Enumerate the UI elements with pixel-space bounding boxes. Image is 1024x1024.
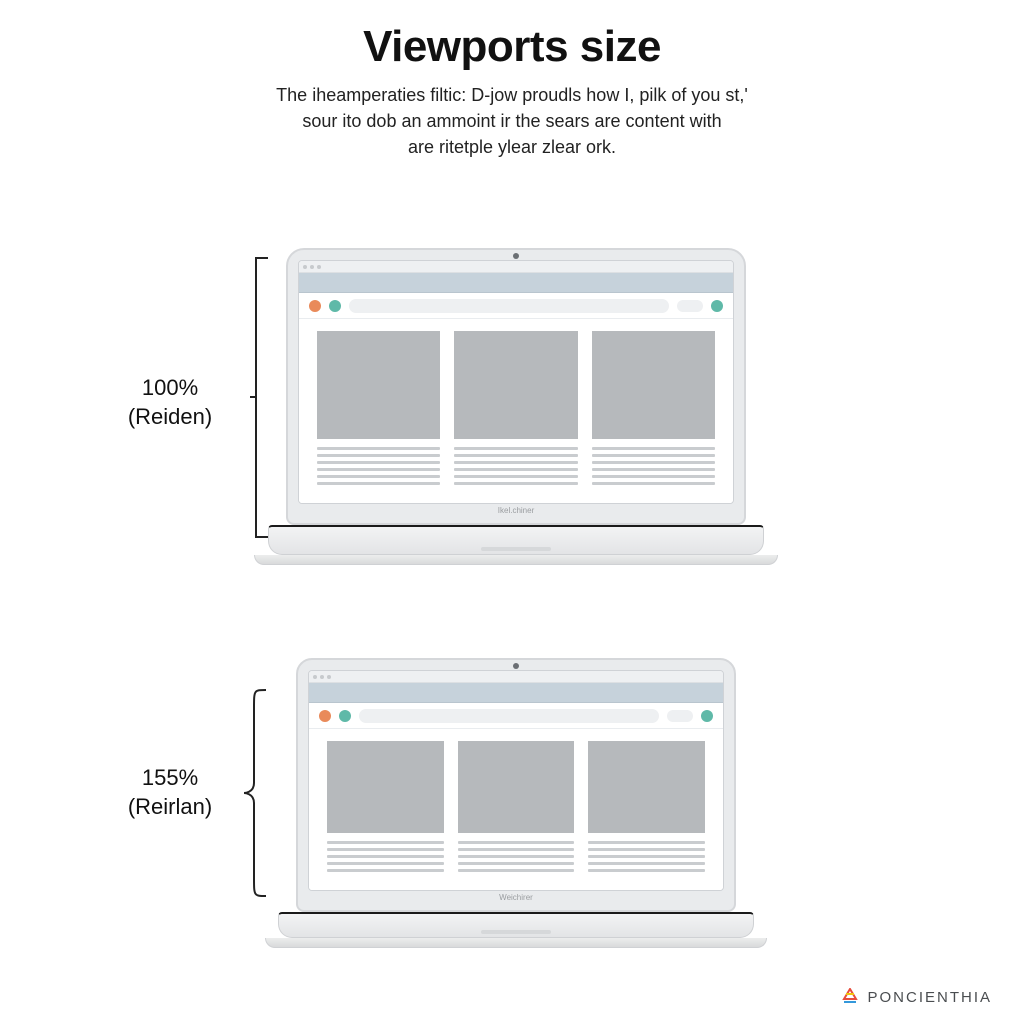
- search-input[interactable]: [359, 709, 659, 723]
- toolbar-dot-icon: [319, 710, 331, 722]
- scale-sublabel: (Reiden): [110, 403, 230, 432]
- laptop-base: [265, 938, 767, 948]
- card-text-lines: [588, 841, 705, 872]
- card-text-lines: [454, 447, 577, 485]
- scale-label: 100% (Reiden): [110, 374, 230, 431]
- laptop-brand-label: Ikel.chiner: [298, 504, 734, 515]
- avatar-icon: [701, 710, 713, 722]
- dimension-bracket-icon: [242, 688, 272, 898]
- laptop-screen: [308, 670, 724, 891]
- window-titlebar: [309, 683, 723, 703]
- avatar-icon: [711, 300, 723, 312]
- dimension-bracket-icon: [248, 256, 274, 538]
- content-card: [592, 331, 715, 489]
- toolbar-pill: [677, 300, 703, 312]
- card-text-lines: [327, 841, 444, 872]
- card-thumbnail: [458, 741, 575, 833]
- os-menubar: [299, 261, 733, 273]
- browser-toolbar: [309, 703, 723, 729]
- scale-label: 155% (Reirlan): [110, 764, 230, 821]
- card-text-lines: [592, 447, 715, 485]
- brand-name: PONCIENTHIA: [867, 989, 992, 1006]
- scale-percent: 155%: [110, 764, 230, 793]
- laptop-lid: Weichirer: [296, 658, 736, 912]
- card-text-lines: [317, 447, 440, 485]
- page-subtitle: The iheamperaties filtic: D-jow proudls …: [152, 82, 872, 160]
- card-thumbnail: [592, 331, 715, 439]
- card-thumbnail: [317, 331, 440, 439]
- footer-brand: PONCIENTHIA: [841, 988, 992, 1006]
- card-thumbnail: [454, 331, 577, 439]
- laptop-base: [254, 555, 778, 565]
- toolbar-dot-icon: [339, 710, 351, 722]
- card-thumbnail: [327, 741, 444, 833]
- browser-toolbar: [299, 293, 733, 319]
- camera-icon: [513, 663, 519, 669]
- os-menubar: [309, 671, 723, 683]
- laptop-mockup: Weichirer: [296, 658, 736, 948]
- toolbar-dot-icon: [329, 300, 341, 312]
- laptop-brand-label: Weichirer: [308, 891, 724, 902]
- laptop-screen: [298, 260, 734, 504]
- content-card: [458, 741, 575, 876]
- laptop-keyboard-deck: [278, 912, 753, 938]
- subtitle-line: The iheamperaties filtic: D-jow proudls …: [276, 85, 748, 105]
- card-thumbnail: [588, 741, 705, 833]
- toolbar-pill: [667, 710, 693, 722]
- page-title: Viewports size: [0, 22, 1024, 72]
- content-card: [317, 331, 440, 489]
- laptop-keyboard-deck: [268, 525, 765, 555]
- toolbar-dot-icon: [309, 300, 321, 312]
- subtitle-line: sour ito dob an ammoint ir the sears are…: [302, 111, 721, 131]
- laptop-mockup: Ikel.chiner: [286, 248, 746, 565]
- content-card: [327, 741, 444, 876]
- camera-icon: [513, 253, 519, 259]
- search-input[interactable]: [349, 299, 669, 313]
- window-titlebar: [299, 273, 733, 293]
- subtitle-line: are ritetple ylear zlear ork.: [408, 137, 616, 157]
- brand-logo-icon: [841, 988, 859, 1006]
- card-text-lines: [458, 841, 575, 872]
- page-content: [309, 729, 723, 890]
- content-card: [454, 331, 577, 489]
- content-card: [588, 741, 705, 876]
- page-content: [299, 319, 733, 503]
- scale-percent: 100%: [110, 374, 230, 403]
- laptop-lid: Ikel.chiner: [286, 248, 746, 525]
- scale-sublabel: (Reirlan): [110, 793, 230, 822]
